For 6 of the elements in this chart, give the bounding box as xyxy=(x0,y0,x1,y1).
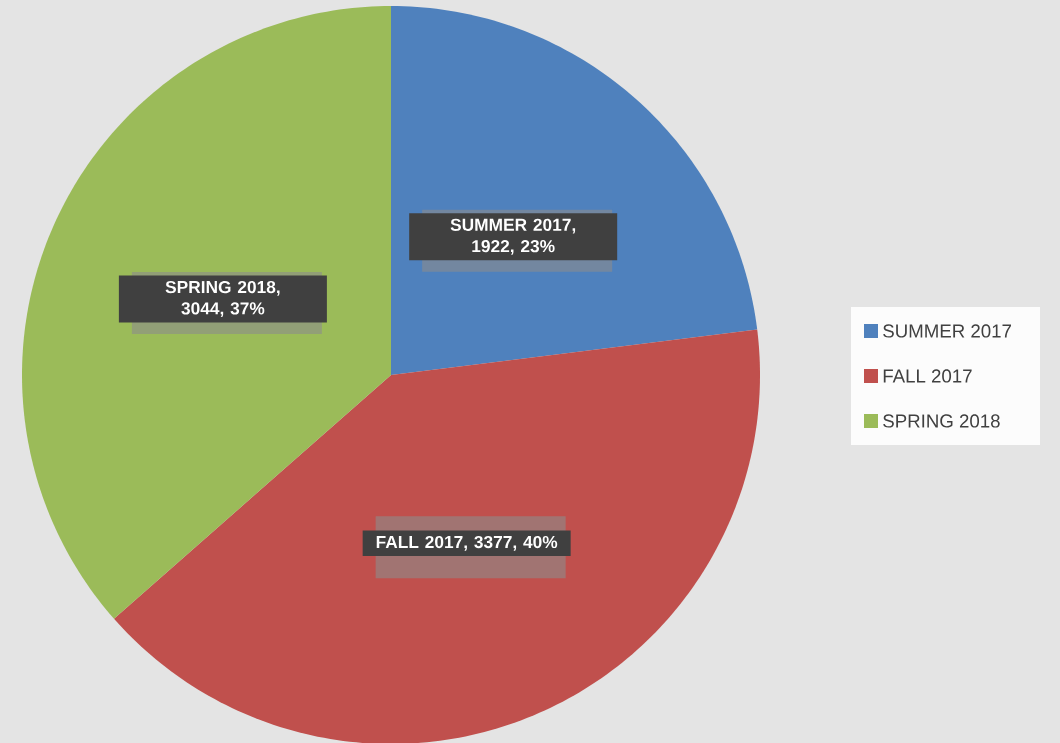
data-label: FALL 2017, 3377, 40% xyxy=(376,535,558,551)
legend-label: SUMMER 2017 xyxy=(883,324,1011,338)
legend-label: FALL 2017 xyxy=(883,369,972,383)
data-label: SUMMER 2017, 1922, 23% xyxy=(450,218,576,255)
legend-label: SPRING 2018 xyxy=(883,414,1000,428)
data-label: SPRING 2018, 3044, 37% xyxy=(165,280,280,318)
